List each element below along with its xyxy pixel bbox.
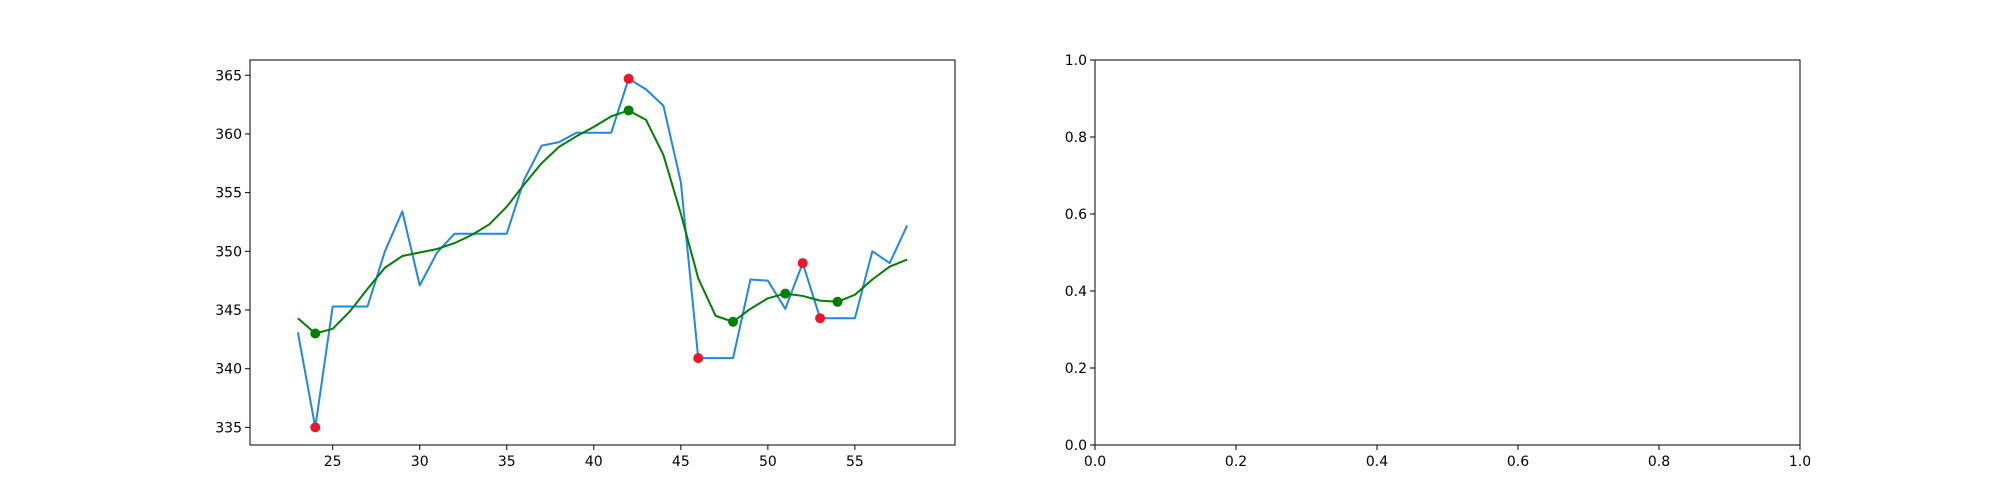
x-tick-label: 0.8 — [1648, 454, 1670, 470]
x-tick-label: 35 — [498, 454, 516, 470]
data-point-marker — [623, 105, 634, 116]
y-tick-label: 355 — [215, 186, 242, 202]
y-tick-label: 1.0 — [1065, 53, 1087, 69]
x-tick-label: 0.2 — [1225, 454, 1247, 470]
y-tick-label: 365 — [215, 68, 242, 84]
data-point-marker — [310, 328, 321, 339]
right-axes: 0.0 0.2 0.4 0.6 0.8 1.0 0.0 0.2 0.4 0.6 0.8 1.0 — [1065, 53, 1811, 470]
y-tick-label: 0.6 — [1065, 207, 1087, 223]
y-tick-label: 0.2 — [1065, 361, 1087, 377]
x-tick-label: 40 — [585, 454, 603, 470]
data-point-marker — [310, 422, 321, 433]
data-point-marker — [797, 258, 808, 269]
x-tick-label: 1.0 — [1789, 454, 1811, 470]
data-point-marker — [623, 73, 634, 84]
y-tick-label: 345 — [215, 303, 242, 319]
x-tick-label: 0.4 — [1366, 454, 1388, 470]
y-tick-label: 360 — [215, 127, 242, 143]
data-point-marker — [780, 288, 791, 299]
y-tick-label: 0.8 — [1065, 130, 1087, 146]
axes-frame — [1094, 59, 1801, 446]
data-point-marker — [815, 313, 826, 324]
x-tick-label: 55 — [846, 454, 864, 470]
y-tick-label: 340 — [215, 362, 242, 378]
data-point-marker — [728, 316, 739, 327]
x-tick-label: 25 — [324, 454, 342, 470]
y-tick-label: 0.4 — [1065, 284, 1087, 300]
series-line-0 — [296, 77, 909, 429]
x-tick-label: 0.6 — [1507, 454, 1529, 470]
x-tick-label: 30 — [411, 454, 429, 470]
data-point-marker — [693, 353, 704, 364]
x-tick-label: 45 — [672, 454, 690, 470]
left-axes: 25 30 35 40 45 50 55 335 340 345 350 355 360 365 — [215, 59, 956, 470]
y-tick-label: 335 — [215, 420, 242, 436]
y-tick-label: 0.0 — [1065, 438, 1087, 454]
y-tick-label: 350 — [215, 244, 242, 260]
x-tick-label: 0.0 — [1084, 454, 1106, 470]
series-line-1 — [297, 109, 908, 335]
axes-frame — [249, 59, 956, 446]
x-tick-label: 50 — [759, 454, 777, 470]
data-point-marker — [832, 296, 843, 307]
